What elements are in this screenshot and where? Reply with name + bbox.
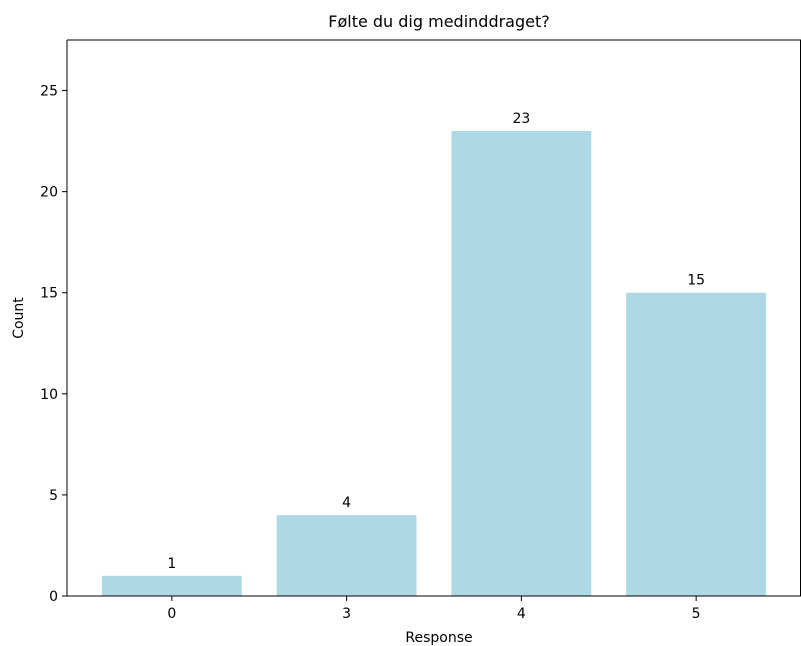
data-label-5: 15	[687, 273, 705, 289]
y-axis-label: Count	[11, 297, 27, 339]
bar-0	[101, 575, 242, 596]
y-tick-label-25: 25	[40, 84, 58, 100]
x-tick-label-5: 5	[692, 606, 701, 622]
x-tick-label-4: 4	[517, 606, 526, 622]
x-axis-label: Response	[405, 630, 472, 646]
data-label-3: 4	[342, 495, 351, 511]
y-tick-label-15: 15	[40, 286, 58, 302]
bar-4	[451, 130, 592, 596]
bars-group	[101, 130, 767, 596]
y-tick-label-0: 0	[49, 589, 58, 605]
bar-3	[276, 515, 417, 596]
y-tick-label-10: 10	[40, 387, 58, 403]
x-tick-label-0: 0	[167, 606, 176, 622]
x-axis: 0 3 4 5	[167, 596, 701, 622]
y-axis: 0 5 10 15 20 25	[40, 84, 67, 605]
x-tick-label-3: 3	[342, 606, 351, 622]
chart-title: Følte du dig medinddraget?	[328, 12, 550, 31]
data-label-4: 23	[512, 111, 530, 127]
bar-5	[626, 292, 767, 596]
data-labels-group: 1 4 23 15	[167, 111, 705, 572]
data-label-0: 1	[167, 556, 176, 572]
y-tick-label-5: 5	[49, 488, 58, 504]
y-tick-label-20: 20	[40, 185, 58, 201]
